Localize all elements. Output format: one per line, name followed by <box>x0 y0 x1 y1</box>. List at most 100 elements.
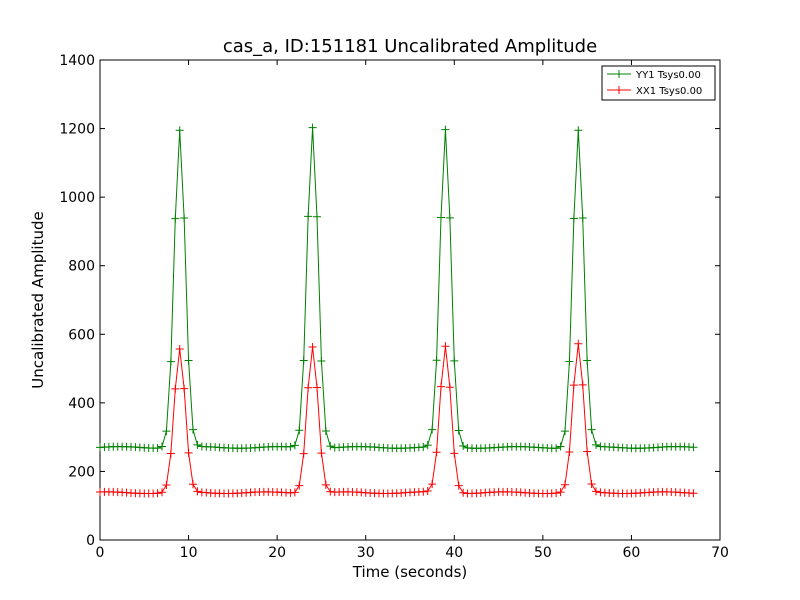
series-0-point-44 <box>290 441 299 450</box>
series-0-point-18 <box>175 126 184 135</box>
series-0-point-19 <box>180 214 189 223</box>
series-1-point-51 <box>321 480 330 489</box>
series-0-point-47 <box>304 212 313 221</box>
series-0-point-107 <box>569 214 578 223</box>
legend-label-yy1: YY1 Tsys0.00 <box>635 70 701 81</box>
y-tick-label-0: 0 <box>86 533 95 549</box>
series-0-point-15 <box>162 427 171 436</box>
series-0-point-79 <box>445 213 454 222</box>
series-0-point-22 <box>193 440 202 449</box>
y-tick-label-3: 600 <box>68 327 95 343</box>
series-0-point-48 <box>308 123 317 132</box>
series-1-point-107 <box>569 381 578 390</box>
series-0-point-81 <box>454 426 463 435</box>
series-1-point-49 <box>313 383 321 392</box>
series-0-point-45 <box>295 426 304 435</box>
y-tick-label-2: 400 <box>68 396 95 412</box>
series-0-point-76 <box>432 356 441 365</box>
series-0-point-112 <box>592 440 600 449</box>
series-0-point-110 <box>583 356 592 365</box>
series-1-point-18 <box>175 344 184 353</box>
x-axis-label: Time (seconds) <box>352 563 468 581</box>
series-1-point-112 <box>592 487 600 496</box>
x-tick-label-7: 70 <box>711 545 729 561</box>
x-tick-label-0: 0 <box>96 545 105 561</box>
legend-marker-yy1 <box>615 70 623 78</box>
series-0-point-109 <box>578 213 587 222</box>
series-1-point-79 <box>445 383 454 392</box>
series-1-point-82 <box>459 488 468 497</box>
series-0-point-108 <box>574 126 583 135</box>
series-1-point-77 <box>437 382 445 391</box>
series-1-point-16 <box>166 449 175 458</box>
series-0-point-80 <box>450 356 459 365</box>
y-tick-label-5: 1000 <box>59 190 95 206</box>
series-0-point-74 <box>423 441 432 450</box>
series-1-point-13 <box>153 489 162 498</box>
plot-area <box>99 59 721 541</box>
y-tick-label-1: 200 <box>68 464 95 480</box>
legend-marker-xx1 <box>615 86 623 94</box>
series-1-point-15 <box>162 481 171 490</box>
series-1-point-73 <box>419 487 428 496</box>
series-0-point-103 <box>552 444 561 453</box>
series-0-point-78 <box>441 125 450 134</box>
series-1-point-74 <box>423 487 432 496</box>
y-axis-label: Uncalibrated Amplitude <box>29 211 47 388</box>
y-axis: 0 200 400 600 800 1000 1200 1400 <box>59 53 720 549</box>
series-1-point-110 <box>583 447 592 456</box>
series-0-point-21 <box>189 425 197 434</box>
series-0-point-104 <box>556 442 565 451</box>
series-0-point-46 <box>299 356 308 365</box>
series-1-point-45 <box>295 481 304 490</box>
x-tick-label-3: 30 <box>357 545 375 561</box>
legend: YY1 Tsys0.00 XX1 Tsys0.00 <box>601 65 716 101</box>
series-0-point-20 <box>184 356 193 365</box>
series-0-point-13 <box>153 444 162 453</box>
series-layer <box>96 123 698 498</box>
series-0-point-82 <box>459 442 468 451</box>
series-1-point-17 <box>171 384 180 393</box>
series-0-point-73 <box>419 442 428 451</box>
series-1-point-52 <box>326 487 335 496</box>
series-0-point-17 <box>171 214 180 223</box>
series-0-point-16 <box>166 357 175 366</box>
series-1-point-106 <box>565 448 574 457</box>
x-tick-label-6: 60 <box>623 545 641 561</box>
series-1-point-81 <box>454 481 463 490</box>
series-1-point-21 <box>189 480 197 489</box>
x-tick-label-5: 50 <box>534 545 552 561</box>
series-1-point-109 <box>578 380 587 389</box>
series-1-point-134 <box>689 489 698 498</box>
series-0-point-51 <box>321 426 330 435</box>
series-1-point-50 <box>317 449 326 458</box>
series-1-point-46 <box>299 449 308 458</box>
y-tick-label-4: 800 <box>68 259 95 275</box>
series-1-point-20 <box>184 448 193 457</box>
series-0-point-52 <box>326 442 335 451</box>
legend-label-xx1: XX1 Tsys0.00 <box>636 86 702 97</box>
legend-box <box>601 65 716 101</box>
series-1-point-108 <box>574 339 583 348</box>
series-1-point-19 <box>180 384 189 393</box>
x-tick-label-4: 40 <box>445 545 463 561</box>
series-1-point-78 <box>441 342 450 351</box>
series-1-point-44 <box>290 488 299 497</box>
series-1-point-47 <box>304 383 313 392</box>
series-1-point-22 <box>193 487 202 496</box>
series-1-point-14 <box>158 488 166 497</box>
y-tick-label-6: 1200 <box>59 122 95 138</box>
chart-title: cas_a, ID:151181 Uncalibrated Amplitude <box>223 36 597 57</box>
series-0-point-134 <box>689 443 698 452</box>
series-0 <box>96 123 698 453</box>
series-1-point-76 <box>432 448 441 457</box>
series-0-point-50 <box>317 356 326 365</box>
series-0-point-106 <box>565 357 574 366</box>
series-1-point-80 <box>450 449 459 458</box>
series-0-point-105 <box>561 427 569 436</box>
series-1-point-103 <box>552 489 561 498</box>
series-0-point-111 <box>587 425 596 434</box>
x-tick-label-1: 10 <box>180 545 198 561</box>
series-1 <box>96 339 698 498</box>
